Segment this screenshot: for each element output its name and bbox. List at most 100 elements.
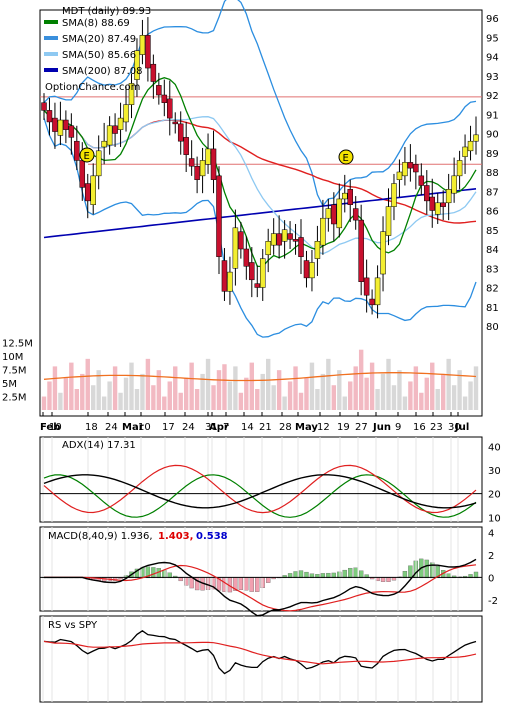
candles bbox=[41, 17, 479, 319]
macd-histogram-bar bbox=[238, 577, 244, 590]
x-tick-label: 19 bbox=[337, 422, 350, 433]
volume-bar bbox=[222, 364, 227, 410]
volume-bar bbox=[451, 385, 457, 410]
candle-body bbox=[320, 217, 326, 246]
candle-body bbox=[194, 165, 200, 180]
x-tick-label: 10 bbox=[138, 422, 151, 433]
x-tick-label: 21 bbox=[259, 422, 272, 433]
macd-hist-value: 0.538 bbox=[196, 531, 228, 542]
candle-body bbox=[199, 160, 206, 177]
candle-body bbox=[374, 277, 381, 306]
price-tick-label: 87 bbox=[486, 187, 499, 198]
x-tick-label: 17 bbox=[162, 422, 175, 433]
candle-body bbox=[418, 175, 425, 186]
candle-body bbox=[41, 102, 47, 111]
volume-tick-label: 7.5M bbox=[2, 366, 27, 377]
volume-bar bbox=[183, 377, 189, 410]
candle-body bbox=[440, 202, 446, 207]
candle-body bbox=[325, 208, 332, 219]
volume-bar bbox=[473, 366, 479, 410]
candle-body bbox=[331, 204, 337, 225]
candle-body bbox=[177, 123, 184, 142]
bollinger-upper-line bbox=[43, 0, 477, 208]
rs-panel bbox=[39, 615, 483, 703]
volume-bar bbox=[342, 396, 347, 410]
x-tick-label: 27 bbox=[355, 422, 368, 433]
candle-body bbox=[276, 233, 282, 246]
candle-body bbox=[456, 160, 463, 177]
volume-bar bbox=[326, 358, 331, 410]
volume-bar bbox=[413, 366, 419, 410]
candle-body bbox=[402, 162, 408, 177]
candle-body bbox=[68, 125, 75, 138]
volume-bar bbox=[178, 392, 183, 410]
volume-bar bbox=[41, 396, 47, 410]
candle-body bbox=[79, 160, 86, 188]
candle-body bbox=[90, 175, 96, 205]
candle-body bbox=[145, 35, 151, 69]
volume-bar bbox=[353, 366, 358, 410]
candle-body bbox=[123, 104, 129, 123]
earnings-marker-label: E bbox=[84, 151, 90, 162]
x-tick-label: 24 bbox=[105, 422, 118, 433]
candle-body bbox=[156, 85, 162, 96]
candle-body bbox=[467, 140, 474, 152]
macd-signal-value: 1.403, bbox=[158, 531, 193, 542]
candle-body bbox=[238, 231, 244, 250]
macd-histogram-bar bbox=[342, 569, 347, 579]
macd-histogram-bar bbox=[408, 565, 413, 579]
price-tick-label: 95 bbox=[486, 33, 499, 44]
candle-body bbox=[363, 277, 370, 296]
price-tick-label: 86 bbox=[486, 207, 499, 218]
volume-bar bbox=[419, 392, 424, 410]
volume-bar bbox=[189, 362, 194, 410]
macd-histogram-bar bbox=[178, 577, 183, 582]
volume-bar bbox=[151, 385, 156, 410]
candle-body bbox=[210, 148, 217, 180]
candle-body bbox=[407, 162, 414, 169]
volume-bar bbox=[397, 370, 402, 410]
price-tick-label: 92 bbox=[486, 91, 499, 102]
candle-body bbox=[183, 137, 189, 155]
volume-bar bbox=[96, 370, 101, 410]
volume-bar bbox=[424, 377, 429, 410]
candle-body bbox=[227, 271, 233, 292]
candle-body bbox=[451, 175, 457, 194]
volume-bar bbox=[167, 381, 172, 410]
adx-tick-label: 10 bbox=[488, 513, 501, 524]
volume-bar bbox=[123, 377, 129, 410]
volume-bar bbox=[293, 366, 298, 410]
volume-bar bbox=[364, 377, 369, 410]
volume-bar bbox=[315, 389, 320, 410]
volume-bar bbox=[200, 373, 205, 410]
indicator-lines bbox=[43, 0, 477, 675]
macd-signal-line bbox=[44, 564, 477, 612]
volume-bar bbox=[391, 385, 397, 410]
volume-bar bbox=[91, 385, 96, 410]
candle-body bbox=[270, 233, 277, 246]
adx-title: ADX(14) 17.31 bbox=[62, 440, 136, 451]
volume-bar bbox=[63, 377, 69, 410]
volume-bar bbox=[446, 358, 451, 410]
candle-body bbox=[84, 183, 91, 202]
macd-histogram-bar bbox=[298, 570, 304, 579]
price-tick-label: 81 bbox=[486, 303, 499, 314]
candle-body bbox=[63, 119, 69, 130]
volume-tick-label: 2.5M bbox=[2, 393, 27, 404]
volume-bar bbox=[233, 366, 238, 410]
candle-body bbox=[342, 192, 348, 200]
candle-body bbox=[298, 237, 304, 257]
candle-body bbox=[429, 196, 436, 211]
macd-histogram-bar bbox=[189, 577, 194, 589]
volume-bar bbox=[244, 377, 249, 410]
volume-bar bbox=[430, 362, 435, 410]
candle-body bbox=[352, 208, 359, 221]
volume-bar bbox=[134, 389, 140, 410]
volume-bar bbox=[358, 349, 364, 410]
candle-body bbox=[385, 206, 392, 236]
volume-bar bbox=[112, 366, 118, 410]
candle-body bbox=[134, 50, 140, 80]
volume-bar bbox=[80, 373, 85, 410]
candle-body bbox=[139, 35, 146, 55]
